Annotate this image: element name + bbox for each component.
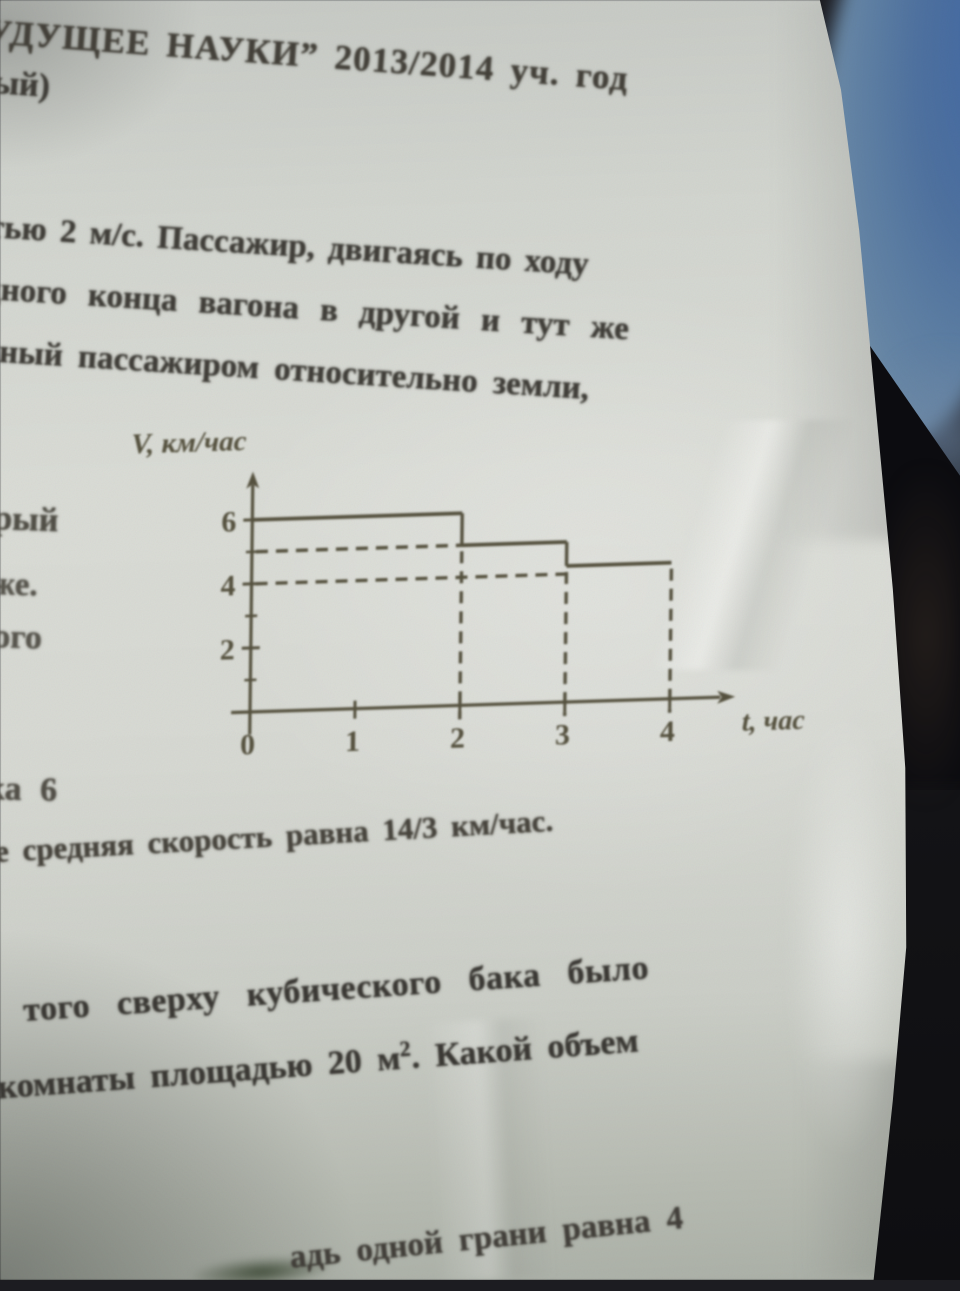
- velocity-time-chart: 6 4 2 0 1 2 3 4 V, км/час t, час: [119, 402, 813, 814]
- chart-svg: 6 4 2 0 1 2 3 4 V, км/час t, час: [119, 402, 813, 814]
- svg-text:V, км/час: V, км/час: [131, 425, 247, 461]
- margin-text-fragment: рый: [0, 500, 59, 540]
- header-title: УДУЩЕЕ НАУКИ” 2013/2014 уч. год: [0, 12, 630, 99]
- svg-text:2: 2: [220, 633, 235, 666]
- svg-text:6: 6: [221, 505, 236, 538]
- average-speed-text: е средняя скорость равна 14/3 км/час.: [0, 803, 554, 870]
- second-problem-line: того сверху кубического бака было: [22, 949, 650, 1030]
- margin-text-fragment: ого: [0, 618, 43, 658]
- problem-paragraph: тью 2 м/с. Пассажир, двигаясь по ходу дн…: [0, 196, 635, 422]
- svg-text:0: 0: [240, 728, 255, 761]
- svg-text:4: 4: [220, 569, 235, 602]
- svg-text:3: 3: [555, 718, 570, 751]
- svg-text:4: 4: [660, 715, 675, 748]
- header-subline: ый): [0, 64, 51, 106]
- svg-text:1: 1: [345, 725, 360, 758]
- svg-text:2: 2: [450, 721, 465, 754]
- margin-text-fragment: ка 6: [0, 770, 58, 810]
- margin-text-fragment: же.: [0, 566, 38, 605]
- text-part: комнаты площадью 20 м: [0, 1040, 402, 1106]
- svg-text:t, час: t, час: [742, 705, 806, 738]
